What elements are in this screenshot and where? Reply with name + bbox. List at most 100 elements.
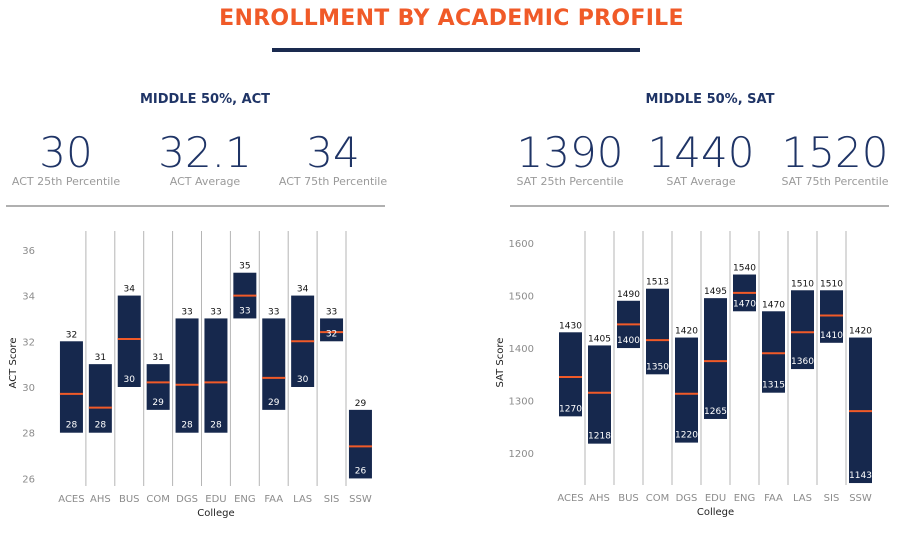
sat-ytick-label: 1600 — [509, 239, 534, 250]
sat-divider — [510, 205, 889, 207]
act-low-label: 32 — [326, 329, 337, 339]
act-xtick-label: AHS — [90, 494, 111, 505]
act-xtick-label: DGS — [176, 494, 198, 505]
sat-range-bar-faa — [762, 311, 785, 393]
act-range-bar-dgs — [175, 318, 199, 433]
act-average-value: 32.1 — [158, 128, 252, 177]
act-high-label: 34 — [297, 285, 309, 295]
sat-xtick-label: SIS — [824, 493, 840, 504]
sat-high-label: 1420 — [849, 327, 872, 337]
sat-25th-stat: 1390 SAT 25th Percentile — [504, 128, 636, 188]
sat-xtick-label: SSW — [849, 493, 872, 504]
sat-range-bar-las — [791, 290, 814, 370]
act-xtick-label: LAS — [293, 494, 312, 505]
sat-low-label: 1360 — [791, 357, 814, 367]
sat-low-label: 1143 — [849, 471, 872, 481]
act-low-label: 28 — [210, 421, 222, 431]
act-high-label: 32 — [66, 330, 77, 340]
act-low-label: 28 — [95, 421, 107, 431]
act-high-label: 31 — [95, 353, 106, 363]
act-range-bar-aces — [59, 341, 83, 433]
sat-range-bar-dgs — [675, 337, 698, 443]
act-range-bar-sis — [320, 318, 344, 342]
act-xtick-label: EDU — [205, 494, 226, 505]
act-xtick-label: BUS — [119, 494, 140, 505]
sat-xtick-label: DGS — [676, 493, 698, 504]
act-25th-value: 30 — [39, 128, 93, 177]
act-xlabel: College — [197, 508, 234, 519]
act-ylabel: ACT Score — [8, 338, 19, 389]
act-xtick-label: COM — [146, 494, 169, 505]
sat-high-label: 1430 — [559, 321, 582, 331]
act-ytick-label: 28 — [22, 429, 35, 440]
sat-low-label: 1315 — [762, 381, 785, 391]
act-range-bar-bus — [117, 295, 141, 387]
act-low-label: 28 — [181, 421, 193, 431]
sat-xtick-label: COM — [646, 493, 669, 504]
sat-range-bar-edu — [704, 298, 727, 419]
sat-high-label: 1513 — [646, 278, 669, 288]
page-title: ENROLLMENT BY ACADEMIC PROFILE — [219, 6, 684, 31]
sat-xtick-label: LAS — [793, 493, 812, 504]
act-ytick-label: 36 — [22, 246, 35, 257]
act-75th-value: 34 — [306, 128, 360, 177]
sat-xtick-label: ACES — [557, 493, 583, 504]
sat-high-label: 1495 — [704, 287, 727, 297]
sat-ytick-label: 1300 — [509, 397, 534, 408]
act-average-label: ACT Average — [169, 175, 241, 188]
act-xtick-label: ACES — [58, 494, 84, 505]
sat-ytick-label: 1500 — [509, 292, 534, 303]
act-low-label: 29 — [268, 398, 280, 408]
act-high-label: 33 — [268, 307, 279, 317]
sat-high-label: 1510 — [820, 279, 843, 289]
act-ytick-label: 32 — [22, 337, 35, 348]
sat-low-label: 1410 — [820, 331, 843, 341]
act-75th-stat: 34 ACT 75th Percentile — [268, 128, 398, 188]
title-underline — [272, 48, 640, 52]
act-average-stat: 32.1 ACT Average — [140, 128, 270, 188]
sat-average-stat: 1440 SAT Average — [636, 128, 766, 188]
act-high-label: 35 — [239, 262, 250, 272]
sat-low-label: 1350 — [646, 362, 669, 372]
act-25th-label: ACT 25th Percentile — [11, 175, 121, 188]
sat-ylabel: SAT Score — [495, 338, 506, 388]
act-range-bar-edu — [204, 318, 228, 433]
act-xtick-label: SSW — [349, 494, 372, 505]
sat-xtick-label: ENG — [734, 493, 756, 504]
sat-25th-value: 1390 — [516, 128, 624, 177]
act-range-bar-ssw — [348, 409, 372, 479]
act-high-label: 34 — [124, 285, 136, 295]
sat-range-bar-ahs — [588, 345, 611, 444]
sat-xlabel: College — [697, 507, 734, 518]
sat-low-label: 1218 — [588, 432, 611, 442]
sat-average-value: 1440 — [647, 128, 755, 177]
sat-xtick-label: FAA — [764, 493, 783, 504]
act-high-label: 29 — [355, 399, 367, 409]
act-high-label: 33 — [326, 307, 337, 317]
act-75th-label: ACT 75th Percentile — [278, 175, 388, 188]
act-low-label: 30 — [124, 375, 136, 385]
sat-high-label: 1510 — [791, 279, 814, 289]
act-ytick-label: 34 — [22, 292, 35, 303]
sat-75th-stat: 1520 SAT 75th Percentile — [770, 128, 900, 188]
sat-low-label: 1470 — [733, 299, 756, 309]
sat-xtick-label: BUS — [618, 493, 639, 504]
sat-high-label: 1420 — [675, 327, 698, 337]
sat-high-label: 1470 — [762, 300, 785, 310]
act-high-label: 31 — [152, 353, 163, 363]
act-ytick-label: 26 — [22, 474, 35, 485]
sat-low-label: 1220 — [675, 431, 698, 441]
act-range-bar-faa — [262, 318, 286, 410]
sat-high-label: 1490 — [617, 290, 640, 300]
act-xtick-label: SIS — [324, 494, 340, 505]
sat-ytick-label: 1400 — [509, 344, 534, 355]
sat-ytick-label: 1200 — [509, 449, 534, 460]
sat-high-label: 1405 — [588, 334, 611, 344]
sat-low-label: 1270 — [559, 404, 582, 414]
sat-range-bar-sis — [820, 290, 843, 343]
sat-range-bar-com — [646, 288, 669, 375]
act-25th-stat: 30 ACT 25th Percentile — [0, 128, 132, 188]
act-xtick-label: FAA — [264, 494, 283, 505]
act-high-label: 33 — [181, 307, 192, 317]
